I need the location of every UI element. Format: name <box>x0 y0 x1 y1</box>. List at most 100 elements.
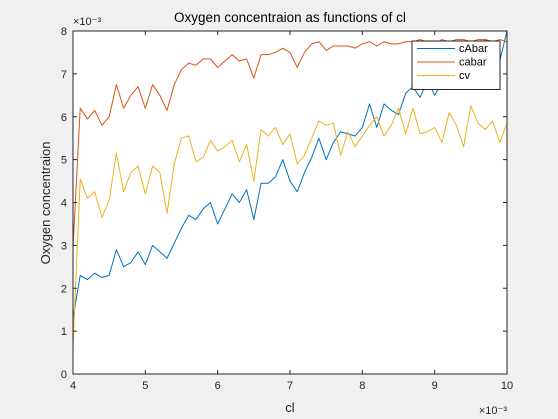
y-tick-label: 5 <box>61 155 67 167</box>
data-point-cAbar <box>208 201 212 205</box>
data-point-cAbar <box>187 213 191 217</box>
data-point-cAbar <box>151 243 155 247</box>
data-point-cabar <box>208 57 212 61</box>
data-point-cabar <box>114 83 118 87</box>
data-point-cAbar <box>404 91 408 95</box>
data-point-cAbar <box>317 136 321 140</box>
data-point-cabar <box>180 68 184 72</box>
data-point-cv <box>483 128 487 132</box>
chart-title: Oxygen concentraion as functions of cl <box>174 10 406 25</box>
data-point-cv <box>498 140 502 144</box>
data-point-cv <box>418 132 422 136</box>
data-point-cabar <box>288 50 292 54</box>
data-point-cAbar <box>129 261 133 265</box>
data-point-cv <box>476 121 480 125</box>
data-point-cv <box>129 170 133 174</box>
data-point-cAbar <box>237 201 241 205</box>
data-point-cAbar <box>288 179 292 183</box>
data-point-cAbar <box>201 207 205 211</box>
data-point-cabar <box>404 40 408 44</box>
data-point-cv <box>223 145 227 149</box>
data-point-cabar <box>107 115 111 119</box>
x-tick-label: 10 <box>501 380 513 392</box>
data-point-cv <box>245 143 249 147</box>
y-axis-label: Oxygen concentraion <box>38 142 53 265</box>
data-point-cv <box>252 179 256 183</box>
data-point-cAbar <box>100 276 104 280</box>
data-point-cv <box>143 192 147 196</box>
legend-label: cabar <box>459 57 487 69</box>
data-point-cv <box>404 132 408 136</box>
data-point-cAbar <box>259 181 263 185</box>
data-point-cabar <box>397 42 401 46</box>
data-point-cAbar <box>136 250 140 254</box>
data-point-cAbar <box>93 271 97 275</box>
data-point-cabar <box>360 42 364 46</box>
data-point-cv <box>360 134 364 138</box>
data-point-cabar <box>324 48 328 52</box>
data-point-cv <box>237 160 241 164</box>
data-point-cv <box>165 211 169 215</box>
data-point-cAbar <box>382 102 386 106</box>
x-tick-label: 4 <box>70 380 76 392</box>
x-axis-label: cl <box>285 400 295 415</box>
data-point-cv <box>440 140 444 144</box>
data-point-cv <box>288 132 292 136</box>
data-point-cabar <box>281 46 285 50</box>
data-point-cv <box>324 123 328 127</box>
data-point-cAbar <box>295 190 299 194</box>
data-point-cabar <box>266 53 270 57</box>
data-point-cv <box>187 134 191 138</box>
data-point-cabar <box>302 50 306 54</box>
data-point-cabar <box>194 63 198 67</box>
data-point-cv <box>201 155 205 159</box>
data-point-cabar <box>85 117 89 121</box>
data-point-cabar <box>223 59 227 63</box>
data-point-cv <box>208 138 212 142</box>
y-exponent-label: ×10⁻³ <box>73 16 101 28</box>
data-point-cAbar <box>360 125 364 129</box>
data-point-cabar <box>295 65 299 69</box>
y-tick-label: 2 <box>61 283 67 295</box>
data-point-cAbar <box>158 250 162 254</box>
data-point-cv <box>353 145 357 149</box>
data-point-cAbar <box>223 207 227 211</box>
x-tick-label: 5 <box>142 380 148 392</box>
data-point-cabar <box>129 93 133 97</box>
data-point-cAbar <box>324 158 328 162</box>
data-point-cv <box>266 134 270 138</box>
data-point-cabar <box>93 108 97 112</box>
data-point-cv <box>122 190 126 194</box>
x-tick-label: 8 <box>359 380 365 392</box>
data-point-cv <box>491 119 495 123</box>
data-point-cabar <box>339 44 343 48</box>
data-point-cv <box>259 128 263 132</box>
data-point-cv <box>194 160 198 164</box>
data-point-cv <box>281 143 285 147</box>
data-point-cabar <box>237 59 241 63</box>
data-point-cv <box>382 134 386 138</box>
data-point-cAbar <box>143 263 147 267</box>
data-point-cabar <box>389 42 393 46</box>
data-point-cAbar <box>339 130 343 134</box>
data-point-cv <box>339 153 343 157</box>
data-point-cv <box>411 106 415 110</box>
data-point-cabar <box>143 106 147 110</box>
data-point-cAbar <box>252 218 256 222</box>
data-point-cv <box>389 123 393 127</box>
data-point-cAbar <box>418 95 422 99</box>
data-point-cv <box>447 110 451 114</box>
data-point-cAbar <box>216 222 220 226</box>
data-point-cv <box>433 125 437 129</box>
x-tick-label: 6 <box>215 380 221 392</box>
data-point-cv <box>85 196 89 200</box>
data-point-cAbar <box>114 248 118 252</box>
y-tick-label: 1 <box>61 326 67 338</box>
data-point-cAbar <box>368 102 372 106</box>
data-point-cv <box>302 153 306 157</box>
data-point-cv <box>151 164 155 168</box>
data-point-cAbar <box>389 108 393 112</box>
data-point-cv <box>136 164 140 168</box>
data-point-cAbar <box>165 256 169 260</box>
